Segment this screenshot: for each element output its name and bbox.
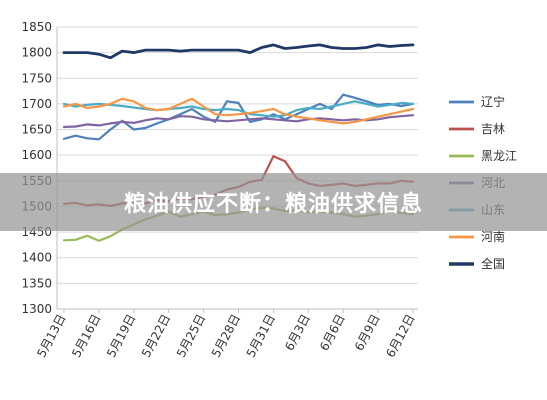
x-tick-label: 6月3日 — [282, 312, 313, 353]
x-tick-label: 5月22日 — [139, 312, 173, 360]
legend-label: 河南 — [481, 229, 505, 244]
x-tick-label: 5月16日 — [69, 312, 103, 360]
y-tick-label: 1800 — [21, 46, 52, 60]
series-line-5 — [62, 97, 415, 125]
x-tick-label: 5月31日 — [244, 312, 278, 360]
y-tick-label: 1400 — [21, 251, 52, 265]
legend-label: 全国 — [481, 256, 505, 271]
x-tick-label: 5月13日 — [34, 312, 68, 360]
y-axis-ticks: 1300135014001450150015501600165017001750… — [21, 20, 52, 316]
x-tick-label: 6月6日 — [317, 312, 348, 353]
y-tick-label: 1600 — [21, 148, 52, 162]
y-tick-label: 1300 — [21, 302, 52, 316]
y-tick-label: 1750 — [21, 71, 52, 85]
legend-label: 吉林 — [481, 122, 505, 136]
y-tick-label: 1850 — [21, 20, 52, 34]
x-tick-label: 5月25日 — [174, 312, 208, 360]
x-tick-label: 5月19日 — [104, 312, 138, 360]
x-axis-ticks: 5月13日 5月16日 5月19日 5月22日 5月25日 5月28日 5月31日 6月3日 6… — [34, 309, 418, 360]
series-line-6 — [62, 43, 415, 60]
y-tick-label: 1350 — [21, 276, 52, 290]
series-line-0 — [62, 93, 415, 141]
series-line-4 — [62, 100, 415, 118]
x-tick-label: 5月28日 — [209, 312, 243, 360]
title-banner: 粮油供应不断：粮油供求信息 — [0, 173, 547, 231]
series-line-3 — [62, 114, 415, 129]
legend-label: 黑龙江 — [481, 149, 517, 163]
x-tick-label: 6月12日 — [383, 312, 417, 360]
banner-title: 粮油供应不断：粮油供求信息 — [123, 192, 423, 217]
y-tick-label: 1700 — [21, 97, 52, 111]
x-tick-label: 6月9日 — [352, 312, 383, 353]
gridlines — [56, 26, 418, 310]
y-tick-label: 1650 — [21, 123, 52, 137]
legend-label: 辽宁 — [481, 94, 505, 109]
